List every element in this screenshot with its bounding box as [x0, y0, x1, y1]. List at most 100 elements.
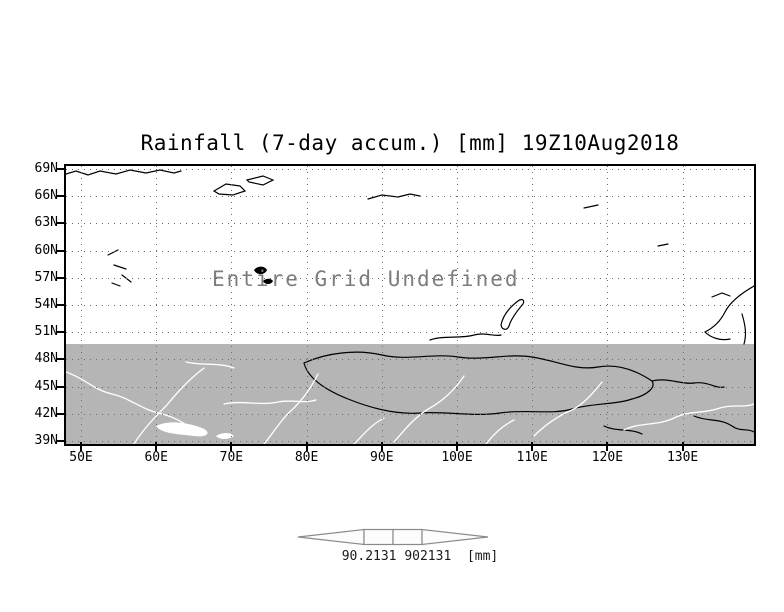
- lon-tick-label: 90E: [370, 450, 394, 465]
- river-10: [185, 361, 235, 369]
- lat-tickmark: [57, 222, 64, 225]
- lon-gridline: [607, 166, 609, 444]
- lon-gridline: [682, 166, 684, 444]
- lon-tick-label: 80E: [294, 450, 319, 465]
- lat-tickmark: [57, 358, 64, 361]
- small-white-lake: [216, 433, 234, 439]
- lat-tick-label: 54N: [34, 297, 58, 312]
- lat-tickmark: [57, 331, 64, 334]
- lat-gridline: [66, 196, 754, 198]
- lon-tickmark: [80, 442, 82, 451]
- river-4: [263, 373, 319, 444]
- river-1: [66, 371, 197, 433]
- lake-baikal-outline: [500, 298, 525, 330]
- lat-gridline: [66, 305, 754, 306]
- lon-gridline: [156, 166, 158, 444]
- lon-tick-label: 120E: [591, 450, 624, 465]
- lon-gridline: [457, 166, 458, 444]
- white-lakes: [156, 422, 234, 439]
- colorbar-right-cell: [392, 528, 423, 546]
- lon-tickmark: [681, 442, 684, 451]
- colorbar-left-cell: [363, 528, 394, 546]
- south-border: [603, 425, 643, 435]
- arctic-coast-line: [66, 169, 182, 176]
- small-lake-1: [254, 266, 267, 275]
- lake-balkhash: [156, 422, 208, 437]
- lat-tick-label: 60N: [34, 242, 58, 258]
- colorbar: [297, 528, 489, 546]
- lat-gridline: [66, 169, 754, 170]
- lat-tickmark: [57, 168, 64, 170]
- lat-gridline: [66, 223, 754, 225]
- lat-tick-label: 57N: [34, 269, 58, 285]
- lat-tick-label: 69N: [34, 161, 58, 176]
- lat-tick-label: 66N: [34, 188, 58, 204]
- lon-tickmark: [155, 442, 158, 451]
- lat-tick-label: 42N: [34, 405, 58, 421]
- west-squiggle-4: [111, 282, 121, 287]
- lon-tickmark: [380, 442, 383, 451]
- arctic-island-1: [212, 183, 247, 196]
- lat-tick-label: 45N: [34, 378, 58, 394]
- lat-tick-label: 63N: [34, 215, 58, 231]
- colorbar-left-arrow: [297, 528, 365, 546]
- lon-tick-label: 60E: [144, 450, 168, 465]
- arctic-island-2: [245, 175, 275, 186]
- lat-tickmark: [57, 304, 64, 306]
- okhotsk-coast: [703, 285, 754, 341]
- lat-tickmark: [57, 249, 64, 252]
- small-island: [657, 243, 669, 247]
- plot-area: Entire Grid Undefined 69N 66N 63N 60N 57N 54N…: [35, 161, 756, 465]
- lon-tickmark: [230, 442, 233, 451]
- lon-gridline: [532, 166, 534, 444]
- lon-tick-label: 130E: [666, 450, 699, 465]
- lat-tickmark: [57, 195, 64, 198]
- lat-gridline: [66, 441, 754, 442]
- ne-peninsula: [711, 292, 731, 298]
- lat-gridline: [66, 413, 754, 415]
- coastline-map: [66, 169, 754, 444]
- coast-fragment-2: [583, 204, 599, 209]
- small-lake-marks: [254, 266, 273, 284]
- lon-tickmark: [456, 442, 458, 451]
- lon-tickmark: [305, 442, 308, 451]
- coastline-strokes: [66, 169, 754, 435]
- river-7: [623, 403, 754, 431]
- lon-gridline: [306, 166, 308, 444]
- lon-tickmark: [606, 442, 609, 451]
- lat-gridline: [66, 359, 754, 361]
- lon-tickmark: [531, 442, 534, 451]
- lon-tick-label: 70E: [219, 450, 244, 465]
- lon-gridline: [231, 166, 233, 444]
- amur-wiggle: [429, 333, 502, 341]
- lat-tickmark: [57, 440, 64, 442]
- lon-tick-label: 50E: [69, 450, 93, 465]
- river-2: [133, 367, 205, 444]
- west-squiggle-2: [113, 264, 127, 270]
- colorbar-right-arrow: [421, 528, 489, 546]
- mongolia-border: [303, 351, 654, 415]
- colorbar-label: 90.2131 902131 [mm]: [341, 549, 499, 564]
- small-lake-2: [263, 278, 273, 284]
- lat-tick-label: 48N: [34, 351, 58, 367]
- east-border-2: [693, 415, 754, 433]
- river-5: [393, 375, 465, 443]
- lat-tick-label: 39N: [34, 433, 58, 448]
- undefined-grid-message: Entire Grid Undefined: [212, 267, 520, 291]
- plot-title: Rainfall (7-day accum.) [mm] 19Z10Aug201…: [140, 131, 680, 155]
- lat-tick-label: 51N: [34, 324, 58, 340]
- lat-tickmark: [57, 385, 64, 388]
- lon-tick-label: 110E: [516, 450, 548, 465]
- river-6: [533, 381, 603, 437]
- lon-gridline: [381, 166, 383, 444]
- lon-tick-label: 100E: [441, 450, 473, 465]
- okhotsk-bay: [741, 313, 747, 345]
- lat-gridline: [66, 250, 754, 252]
- river-3: [223, 399, 317, 405]
- lon-gridline: [81, 166, 82, 444]
- lat-tickmark: [57, 412, 64, 415]
- lat-tickmark: [57, 276, 64, 279]
- lat-gridline: [66, 277, 754, 279]
- lat-gridline: [66, 386, 754, 388]
